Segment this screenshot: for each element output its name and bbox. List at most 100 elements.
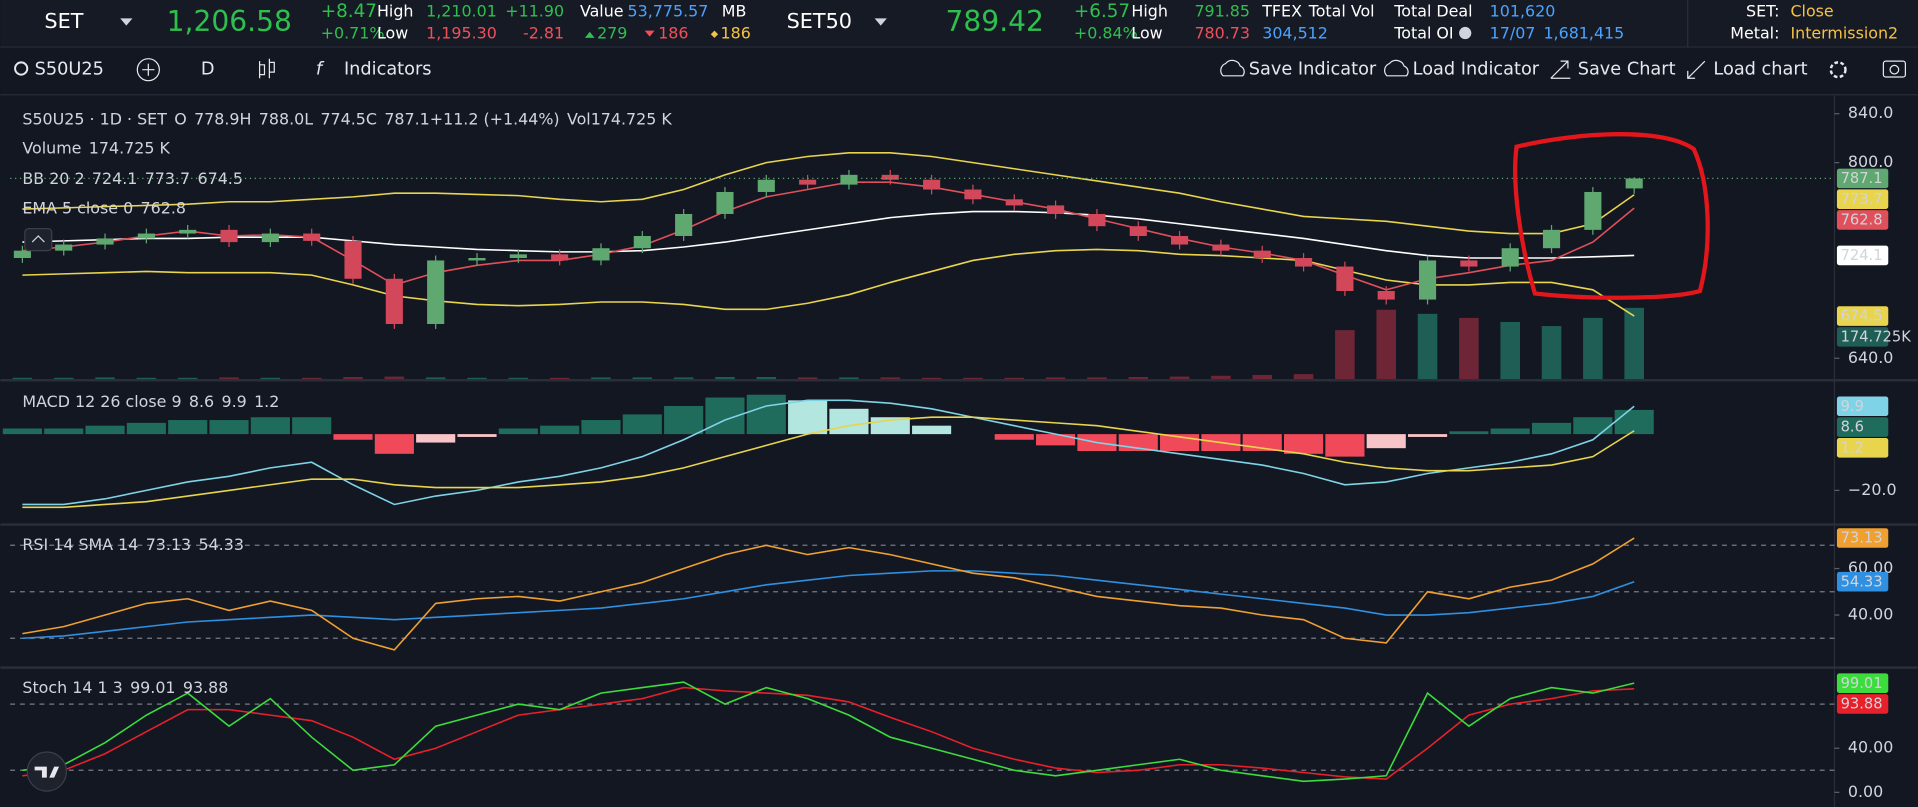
line bbox=[22, 686, 1635, 780]
total-vol: 304,512 bbox=[1262, 24, 1328, 43]
candle-body bbox=[179, 229, 197, 234]
decliners: 186 bbox=[658, 24, 688, 43]
dropdown-icon[interactable] bbox=[120, 18, 133, 26]
camera-lens bbox=[1889, 64, 1900, 75]
volume-bar bbox=[1169, 376, 1190, 380]
index-name[interactable]: SET bbox=[44, 9, 83, 33]
candle-body bbox=[799, 179, 817, 185]
load-chart[interactable]: Load chart bbox=[1713, 60, 1807, 80]
line bbox=[22, 248, 1635, 317]
price-badge-label: 1.2 bbox=[1841, 439, 1864, 456]
volume-bar bbox=[1045, 377, 1066, 380]
volume-bar bbox=[1583, 317, 1603, 380]
index-change: +6.57 bbox=[1074, 1, 1130, 22]
chart-type-icon[interactable] bbox=[258, 58, 275, 79]
toolbar bbox=[0, 47, 1918, 95]
fx-icon[interactable]: f bbox=[316, 60, 325, 80]
legend-text: MACD 12 26 close 9 bbox=[22, 392, 181, 411]
histogram-bar bbox=[540, 425, 580, 435]
legend-text: 54.33 bbox=[198, 535, 243, 554]
info-icon[interactable] bbox=[1459, 26, 1472, 40]
legend-text: BB 20 2 bbox=[22, 169, 84, 188]
legend-text: 787.1 bbox=[384, 109, 429, 128]
candle-body bbox=[923, 179, 941, 190]
volume-bar bbox=[1004, 377, 1025, 380]
legend-text: H bbox=[240, 109, 252, 128]
histogram-bar bbox=[1284, 434, 1324, 454]
volume-bar bbox=[1252, 374, 1273, 380]
save-indicator[interactable]: Save Indicator bbox=[1249, 60, 1377, 80]
candle-body bbox=[881, 174, 899, 180]
price-badge-label: 9.9 bbox=[1841, 398, 1864, 415]
volume-bar bbox=[963, 377, 983, 380]
indicators-button[interactable]: Indicators bbox=[344, 60, 432, 80]
logo-mark bbox=[34, 766, 60, 778]
index-low: 1,195.30 bbox=[426, 24, 497, 43]
total-oi: 1,681,415 bbox=[1543, 24, 1624, 43]
add-symbol[interactable] bbox=[136, 58, 160, 82]
down-icon bbox=[644, 30, 655, 37]
market-header bbox=[0, 0, 1918, 47]
legend-text: EMA 5 close 0 bbox=[22, 199, 133, 218]
search-icon[interactable] bbox=[14, 61, 29, 76]
price-badge bbox=[1836, 245, 1889, 266]
cloud-icon bbox=[1384, 59, 1409, 77]
camera-icon[interactable] bbox=[1882, 60, 1907, 78]
candle-body bbox=[13, 250, 31, 258]
settings-icon[interactable] bbox=[1829, 61, 1847, 79]
volume-bar bbox=[1293, 374, 1314, 380]
candle-body bbox=[1584, 191, 1602, 230]
index-name[interactable]: SET50 bbox=[787, 9, 852, 33]
volume-bar bbox=[591, 377, 611, 380]
save-chart[interactable]: Save Chart bbox=[1578, 60, 1676, 80]
market-status: Close bbox=[1790, 2, 1833, 21]
legend-text: O bbox=[174, 109, 187, 128]
load-indicator[interactable]: Load Indicator bbox=[1413, 60, 1540, 80]
candle-body bbox=[427, 260, 445, 325]
legend-text: Vol bbox=[567, 109, 591, 128]
up-icon bbox=[584, 31, 595, 38]
histogram-bar bbox=[44, 428, 84, 435]
symbol-search[interactable]: S50U25 bbox=[35, 60, 104, 80]
collapse-button[interactable] bbox=[24, 228, 53, 252]
index-value: 53,775.57 bbox=[628, 2, 709, 21]
index-pct: +0.84% bbox=[1074, 24, 1138, 43]
index-high: 791.85 bbox=[1194, 2, 1250, 21]
candle-body bbox=[1129, 226, 1147, 236]
candle-body bbox=[551, 254, 569, 261]
interval[interactable]: D bbox=[201, 60, 215, 80]
histogram-bar bbox=[788, 400, 828, 435]
price-badge bbox=[1836, 210, 1889, 230]
histogram-bar bbox=[498, 428, 538, 435]
price-badge-label: 73.13 bbox=[1841, 530, 1883, 547]
histogram-bar bbox=[168, 420, 208, 435]
line bbox=[22, 399, 1635, 506]
oi-date: 17/07 bbox=[1490, 24, 1536, 43]
candle-body bbox=[964, 189, 982, 200]
legend-text: 99.01 bbox=[130, 678, 175, 697]
line bbox=[22, 210, 1635, 259]
volume-bar bbox=[1376, 309, 1397, 380]
candle-body bbox=[137, 233, 155, 239]
price-badge-label: 99.01 bbox=[1841, 675, 1883, 692]
histogram-bar bbox=[1366, 434, 1406, 449]
histogram-bar bbox=[85, 425, 125, 435]
cloud-icon bbox=[1220, 59, 1245, 77]
volume-bar bbox=[343, 377, 363, 380]
index-last: 1,206.58 bbox=[167, 5, 292, 38]
volume-bar bbox=[219, 377, 239, 380]
download-icon bbox=[1687, 60, 1706, 79]
metal-status: Intermission2 bbox=[1790, 24, 1898, 43]
volume-bar bbox=[136, 377, 157, 380]
index-change: +8.47 bbox=[321, 1, 377, 22]
volume-bar bbox=[1459, 317, 1479, 380]
legend-text: 674.5 bbox=[197, 169, 242, 188]
dropdown-icon[interactable] bbox=[874, 18, 887, 26]
histogram-bar bbox=[416, 434, 456, 443]
price-badge-label: 8.6 bbox=[1841, 419, 1864, 436]
price-badge bbox=[1836, 417, 1889, 437]
histogram-bar bbox=[994, 434, 1034, 440]
candle-body bbox=[1088, 213, 1106, 227]
candle-body bbox=[96, 238, 114, 245]
